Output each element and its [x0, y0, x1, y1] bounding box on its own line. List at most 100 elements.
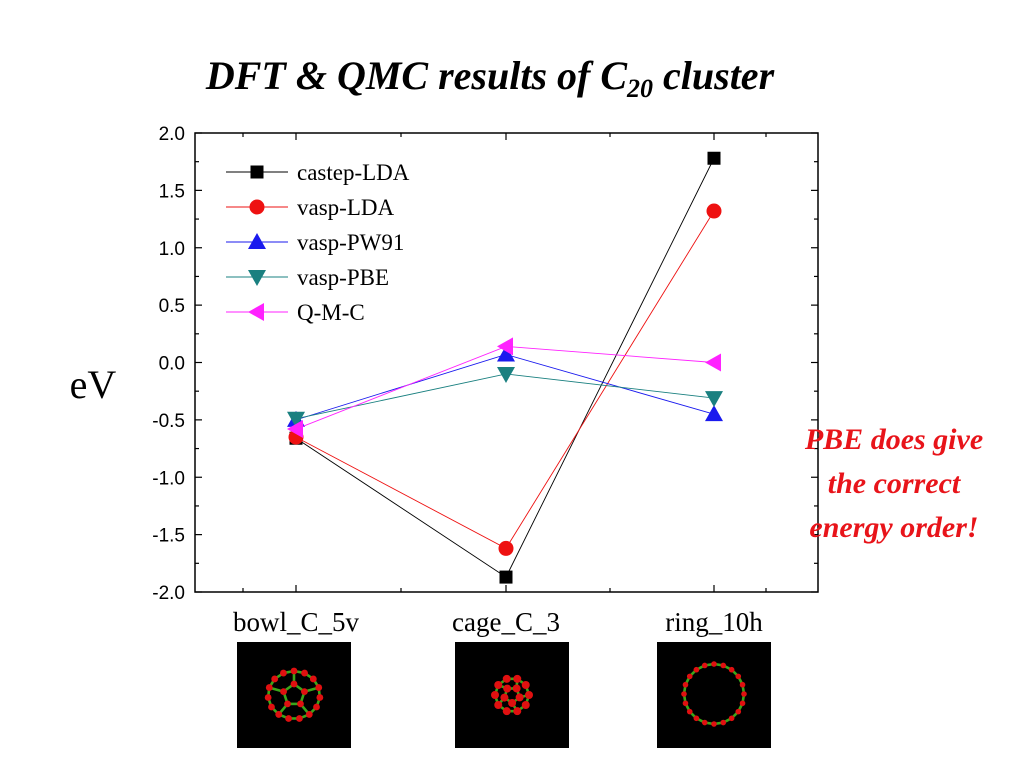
- title-subscript: 20: [627, 74, 654, 103]
- bowl-atom: [309, 675, 317, 683]
- ring-atom: [681, 691, 687, 697]
- annotation-note: PBE does give the correct energy order!: [772, 418, 1016, 550]
- x-tick-label: ring_10h: [665, 607, 763, 637]
- cage-atom: [500, 693, 509, 702]
- cage-atom: [494, 681, 503, 690]
- legend-marker-vasp-lda: [249, 199, 265, 215]
- annotation-line-3: energy order!: [809, 511, 979, 544]
- legend-label-castep-lda: castep-LDA: [297, 160, 410, 185]
- legend-label-q-m-c: Q-M-C: [297, 300, 365, 325]
- data-point-castep-lda: [499, 570, 513, 584]
- legend-marker-vasp-pw91: [248, 233, 266, 249]
- bowl-atom: [268, 703, 275, 711]
- bowl-atom: [284, 700, 291, 708]
- y-tick-label: -1.5: [152, 526, 185, 547]
- ring-atom: [686, 708, 693, 715]
- cage-atom: [512, 684, 521, 693]
- ring-atom: [739, 700, 746, 707]
- ring-atom: [682, 681, 689, 688]
- y-tick-label: 0.5: [159, 296, 185, 317]
- data-point-castep-lda: [707, 151, 721, 165]
- data-point-vasp-pbe: [497, 366, 515, 383]
- ring-atom: [735, 673, 742, 680]
- bowl-structure-image: [237, 642, 351, 748]
- series-line-vasp-pw91: [295, 353, 715, 421]
- cage-atom: [491, 691, 499, 699]
- axes: -2.0 -1.5 -1.0 -0.5 0.0 0.5 1.0 1.5 2.0 bowl_C_5v…: [152, 124, 819, 637]
- ring-atom: [720, 662, 727, 669]
- y-tick-label: -0.5: [152, 411, 185, 432]
- legend-marker-vasp-pbe: [248, 270, 266, 286]
- x-tick-label: bowl_C_5v: [233, 607, 360, 637]
- y-tick-label: -1.0: [152, 468, 185, 489]
- cage-atom: [513, 707, 522, 716]
- ring-atom: [739, 681, 746, 688]
- ring-atom: [728, 666, 735, 673]
- ring-atom: [741, 691, 747, 697]
- ring-atom: [682, 700, 689, 707]
- data-point-vasp-lda: [498, 540, 514, 556]
- bowl-atom: [271, 675, 279, 683]
- cage-structure-image: [455, 642, 569, 748]
- cage-atom: [521, 700, 530, 709]
- y-tick-label: 2.0: [159, 124, 185, 145]
- data-point-q-m-c: [497, 337, 513, 356]
- bowl-atom: [280, 688, 287, 696]
- bowl-atom: [316, 694, 324, 701]
- legend-marker-castep-lda: [250, 165, 264, 179]
- bowl-atom: [313, 703, 320, 711]
- cage-atom: [513, 674, 522, 683]
- data-point-vasp-pbe: [705, 391, 723, 408]
- bowl-atom: [280, 669, 287, 677]
- cage-atom: [502, 674, 511, 683]
- bowl-atom: [296, 715, 303, 722]
- y-tick-label: 0.0: [159, 354, 185, 375]
- bowl-atom: [305, 711, 313, 718]
- ring-atom: [735, 708, 742, 715]
- ring-atom: [701, 662, 708, 669]
- data-point-vasp-pbe: [287, 411, 305, 428]
- ring-atom: [701, 719, 708, 726]
- cage-atom: [521, 681, 530, 690]
- bowl-atom: [275, 711, 283, 718]
- legend: castep-LDA vasp-LDA vasp-PW91 vasp-PBE Q-M-C: [226, 160, 410, 325]
- slide-title: DFT & QMC results of C20 cluster: [0, 52, 980, 104]
- legend-label-vasp-pw91: vasp-PW91: [297, 230, 404, 255]
- bowl-atom: [290, 667, 298, 675]
- cage-atom: [503, 684, 512, 693]
- annotation-line-1: PBE does give: [804, 423, 984, 456]
- y-tick-label: 1.0: [159, 239, 185, 260]
- series-layer: [287, 151, 723, 584]
- y-tick-label: -2.0: [152, 583, 185, 604]
- ring-atom: [728, 715, 735, 722]
- legend-label-vasp-pbe: vasp-PBE: [297, 265, 389, 290]
- cage-atom: [515, 693, 524, 702]
- x-tick-label: cage_C_3: [452, 607, 560, 637]
- bowl-atom: [290, 680, 298, 688]
- legend-label-vasp-lda: vasp-LDA: [297, 195, 394, 220]
- bowl-atom: [301, 688, 308, 696]
- cage-atom: [525, 691, 533, 699]
- bowl-atom: [297, 700, 304, 708]
- ring-atom: [711, 661, 717, 667]
- ring-atom: [693, 666, 700, 673]
- bowl-atom: [264, 694, 272, 701]
- legend-marker-q-m-c: [248, 303, 264, 321]
- plot-frame: [194, 132, 819, 593]
- y-axis-label: eV: [70, 362, 117, 407]
- cage-atom: [494, 700, 503, 709]
- bowl-atom: [265, 684, 273, 691]
- ring-atom: [693, 715, 700, 722]
- title-suffix: cluster: [653, 53, 775, 98]
- bowl-atom: [301, 669, 308, 677]
- ring-atom: [686, 673, 693, 680]
- annotation-line-2: the correct: [827, 467, 961, 500]
- cage-atom: [502, 707, 511, 716]
- cage-atom: [508, 698, 517, 707]
- bowl-atom: [285, 715, 292, 722]
- data-point-q-m-c: [705, 353, 721, 372]
- ring-structure-image: [657, 642, 771, 748]
- data-point-q-m-c: [287, 420, 303, 439]
- ring-atom: [711, 721, 717, 727]
